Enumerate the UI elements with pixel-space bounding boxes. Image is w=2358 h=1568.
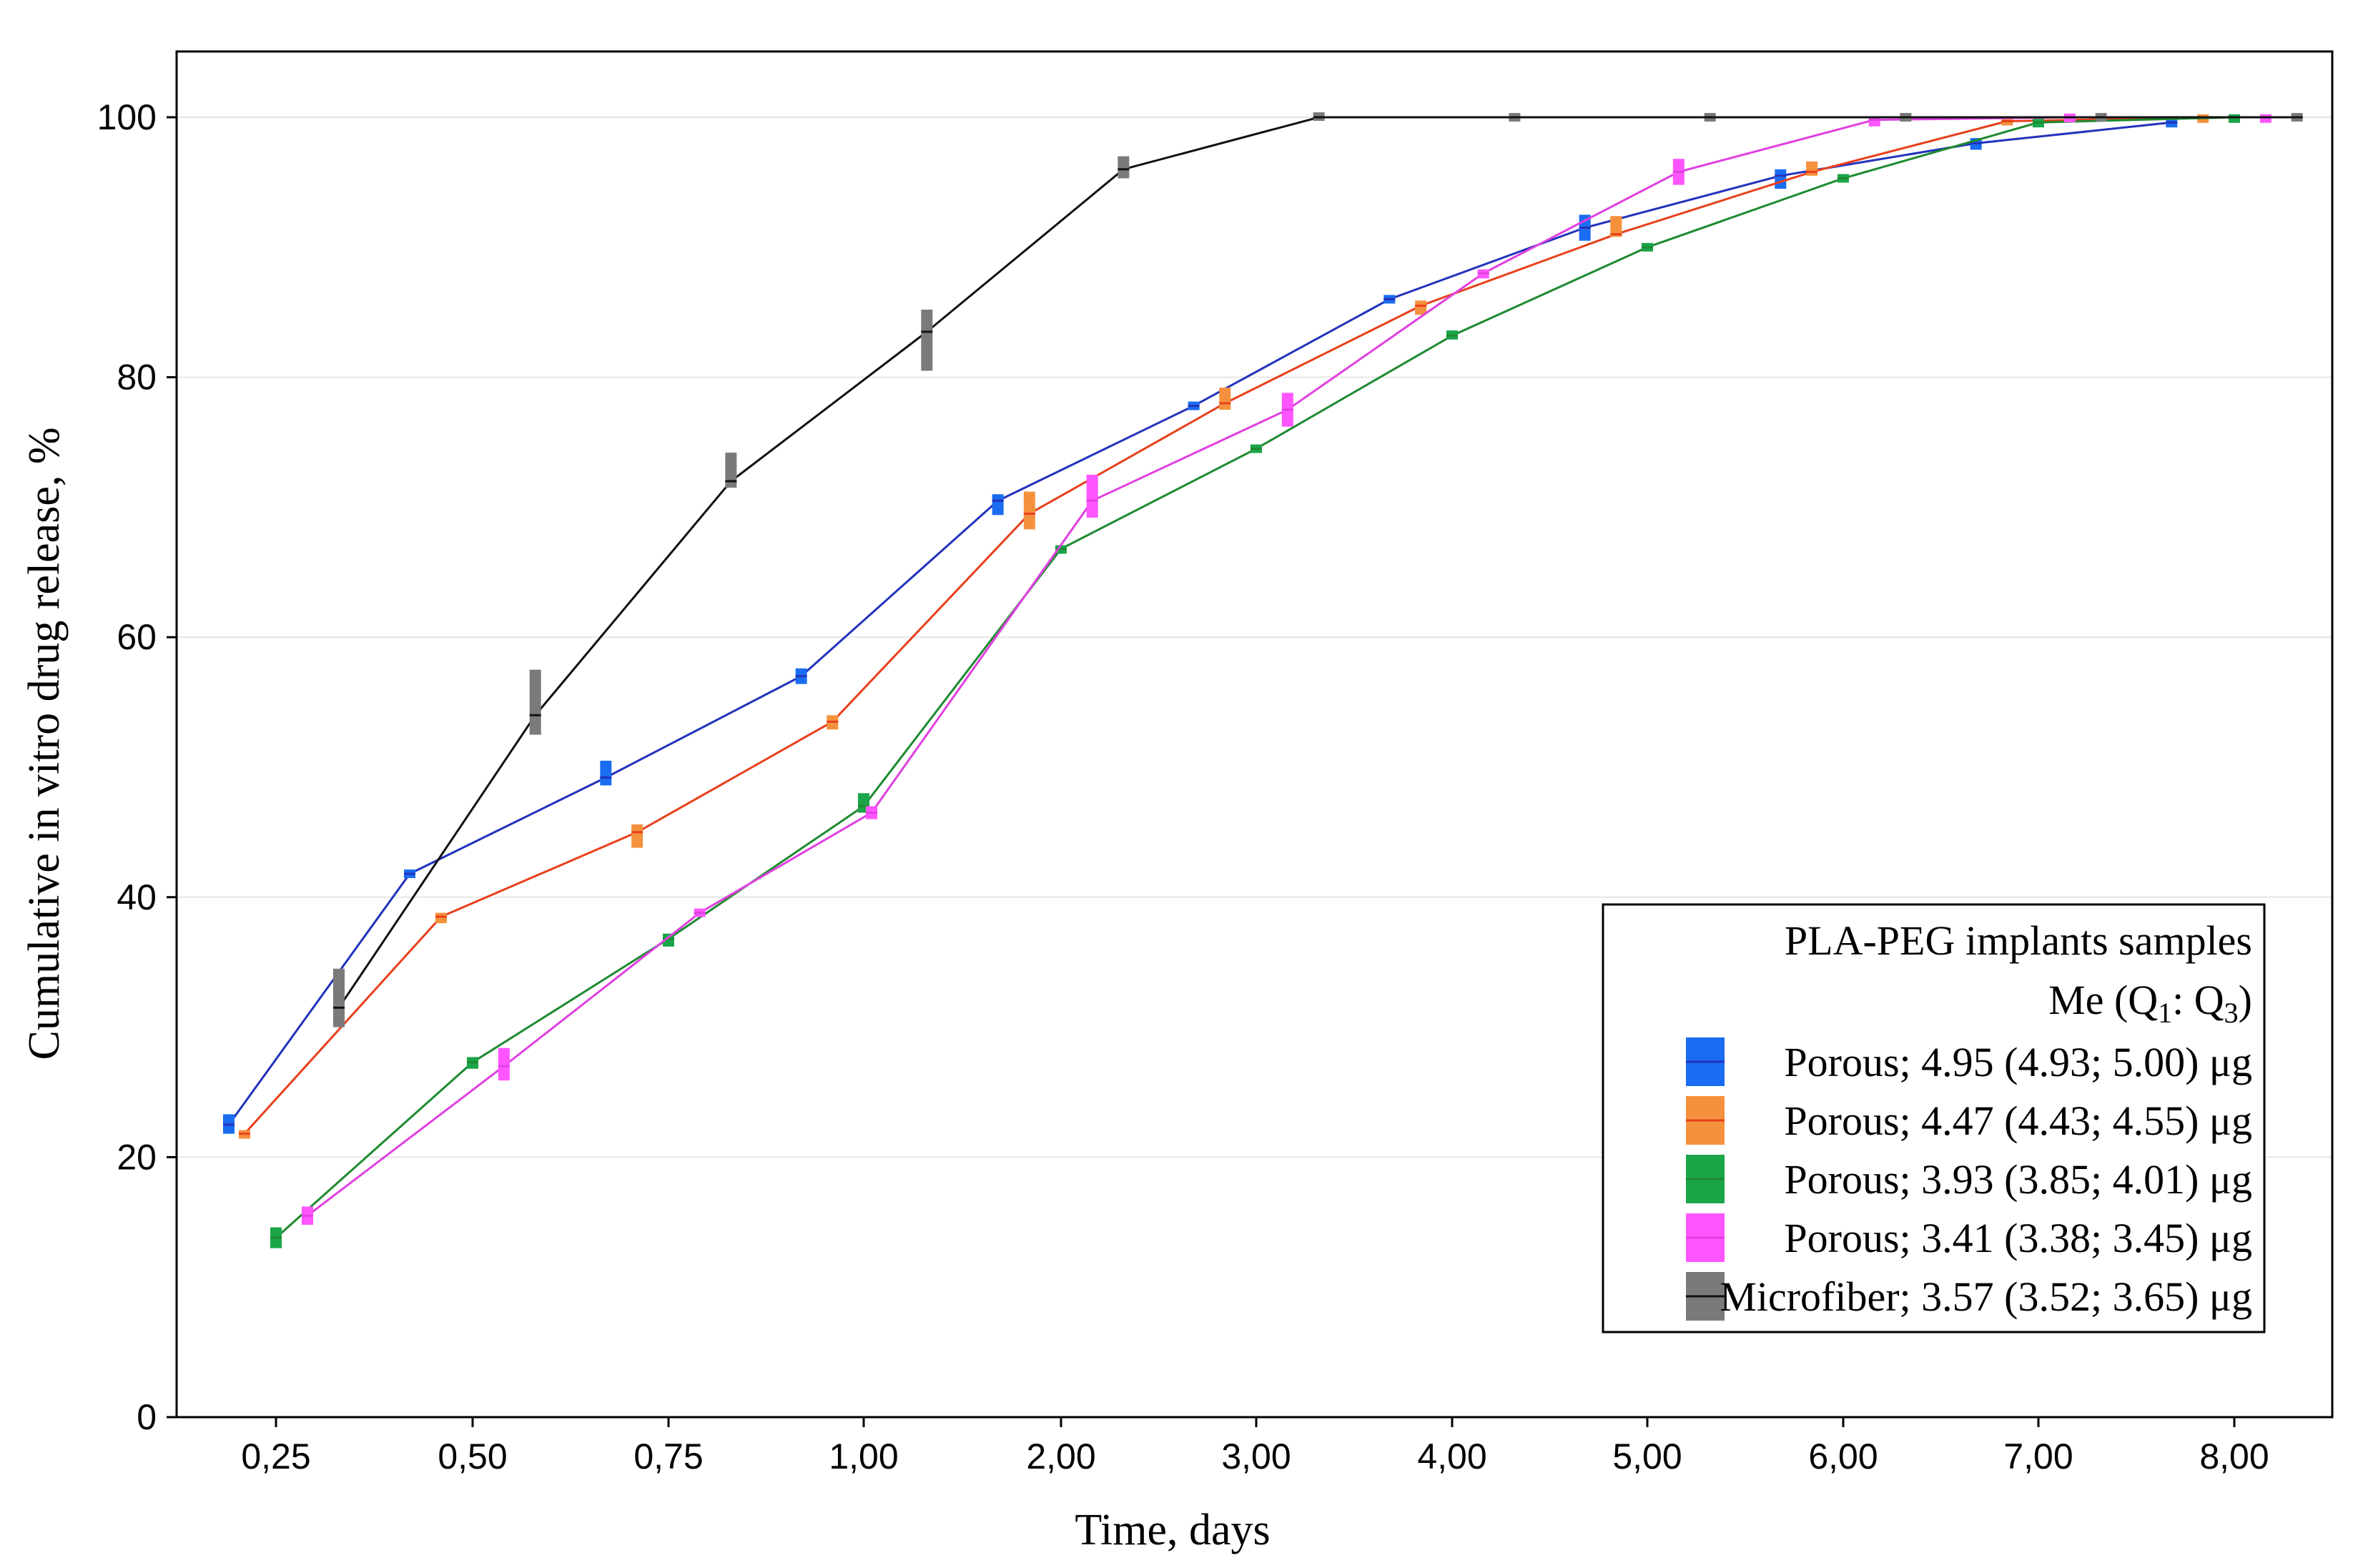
iqr-box <box>1868 117 1880 127</box>
x-tick-label: 6,00 <box>1808 1436 1878 1476</box>
y-tick-label: 40 <box>117 877 157 917</box>
legend-entry: Porous; 3.41 (3.38; 3.45) μg <box>1686 1213 2252 1262</box>
iqr-box <box>725 453 737 488</box>
x-tick-label: 1,00 <box>829 1436 898 1476</box>
legend-subtitle-mid: : Q <box>2172 977 2224 1023</box>
iqr-box <box>663 933 674 947</box>
iqr-box <box>2259 114 2271 123</box>
series-1 <box>223 119 2178 1134</box>
y-tick-label: 20 <box>117 1137 157 1177</box>
iqr-box <box>2229 114 2240 123</box>
iqr-box <box>1118 156 1130 179</box>
plot-frame <box>175 50 2334 1419</box>
iqr-box <box>1775 169 1787 189</box>
x-tick-label: 0,50 <box>438 1436 507 1476</box>
legend-subtitle-q3: 3 <box>2224 997 2239 1029</box>
x-tick-label: 5,00 <box>1612 1436 1682 1476</box>
y-axis-title: Cumulative in vitro drug release, % <box>20 428 69 1060</box>
iqr-box <box>529 669 541 735</box>
iqr-box <box>498 1047 510 1081</box>
iqr-box <box>600 760 612 786</box>
iqr-box <box>631 824 643 848</box>
iqr-box <box>333 968 345 1027</box>
legend-label: Porous; 4.47 (4.43; 4.55) μg <box>1784 1098 2252 1144</box>
legend-title: PLA-PEG implants samples <box>1785 917 2252 964</box>
legend-subtitle-q1: 1 <box>2158 997 2172 1029</box>
legend-subtitle-post: ) <box>2239 977 2252 1023</box>
iqr-box <box>921 310 933 371</box>
iqr-box <box>1219 388 1231 410</box>
iqr-box <box>1086 474 1098 518</box>
iqr-box <box>1023 491 1035 530</box>
series-layer <box>223 112 2303 1248</box>
series-4 <box>302 113 2271 1225</box>
y-tick-label: 100 <box>97 97 157 137</box>
series-5 <box>333 112 2303 1027</box>
x-tick-label: 3,00 <box>1221 1436 1291 1476</box>
series-2 <box>239 114 2209 1139</box>
legend-entry: Porous; 3.93 (3.85; 4.01) μg <box>1686 1155 2252 1203</box>
axes: 0 20 40 60 80 100 0,25 0,50 0,75 1,00 2,00 3,00 4,00… <box>97 97 2269 1476</box>
legend-entries: Porous; 4.95 (4.93; 5.00) μg Porous; 4.47… <box>1686 1037 2252 1321</box>
legend-entry: Porous; 4.95 (4.93; 5.00) μg <box>1686 1037 2252 1086</box>
x-tick-label: 2,00 <box>1026 1436 1095 1476</box>
y-tick-label: 0 <box>137 1397 157 1437</box>
legend-subtitle-pre: Me (Q <box>2048 977 2158 1023</box>
x-tick-label: 0,25 <box>241 1436 310 1476</box>
legend-entry: Microfiber; 3.57 (3.52; 3.65) μg <box>1686 1272 2252 1321</box>
x-tick-label: 7,00 <box>2003 1436 2073 1476</box>
y-tick-label: 60 <box>117 617 157 657</box>
x-tick-label: 4,00 <box>1417 1436 1486 1476</box>
x-tick-label: 8,00 <box>2199 1436 2269 1476</box>
x-tick-label: 0,75 <box>633 1436 703 1476</box>
legend: PLA-PEG implants samples Me (Q1: Q3) Por… <box>1602 903 2266 1333</box>
legend-label: Porous; 4.95 (4.93; 5.00) μg <box>1784 1039 2252 1085</box>
iqr-box <box>992 494 1004 516</box>
iqr-box <box>435 912 447 924</box>
iqr-box <box>1806 161 1818 176</box>
legend-label: Porous; 3.41 (3.38; 3.45) μg <box>1784 1215 2252 1261</box>
iqr-box <box>1610 216 1622 237</box>
x-axis-title: Time, days <box>1075 1506 1270 1554</box>
legend-label: Porous; 3.93 (3.85; 4.01) μg <box>1784 1156 2252 1203</box>
legend-label: Microfiber; 3.57 (3.52; 3.65) μg <box>1720 1273 2252 1320</box>
legend-subtitle: Me (Q1: Q3) <box>2048 977 2252 1029</box>
iqr-box <box>1415 300 1427 315</box>
legend-entry: Porous; 4.47 (4.43; 4.55) μg <box>1686 1096 2252 1145</box>
y-tick-label: 80 <box>117 358 157 398</box>
series-3 <box>270 114 2240 1248</box>
